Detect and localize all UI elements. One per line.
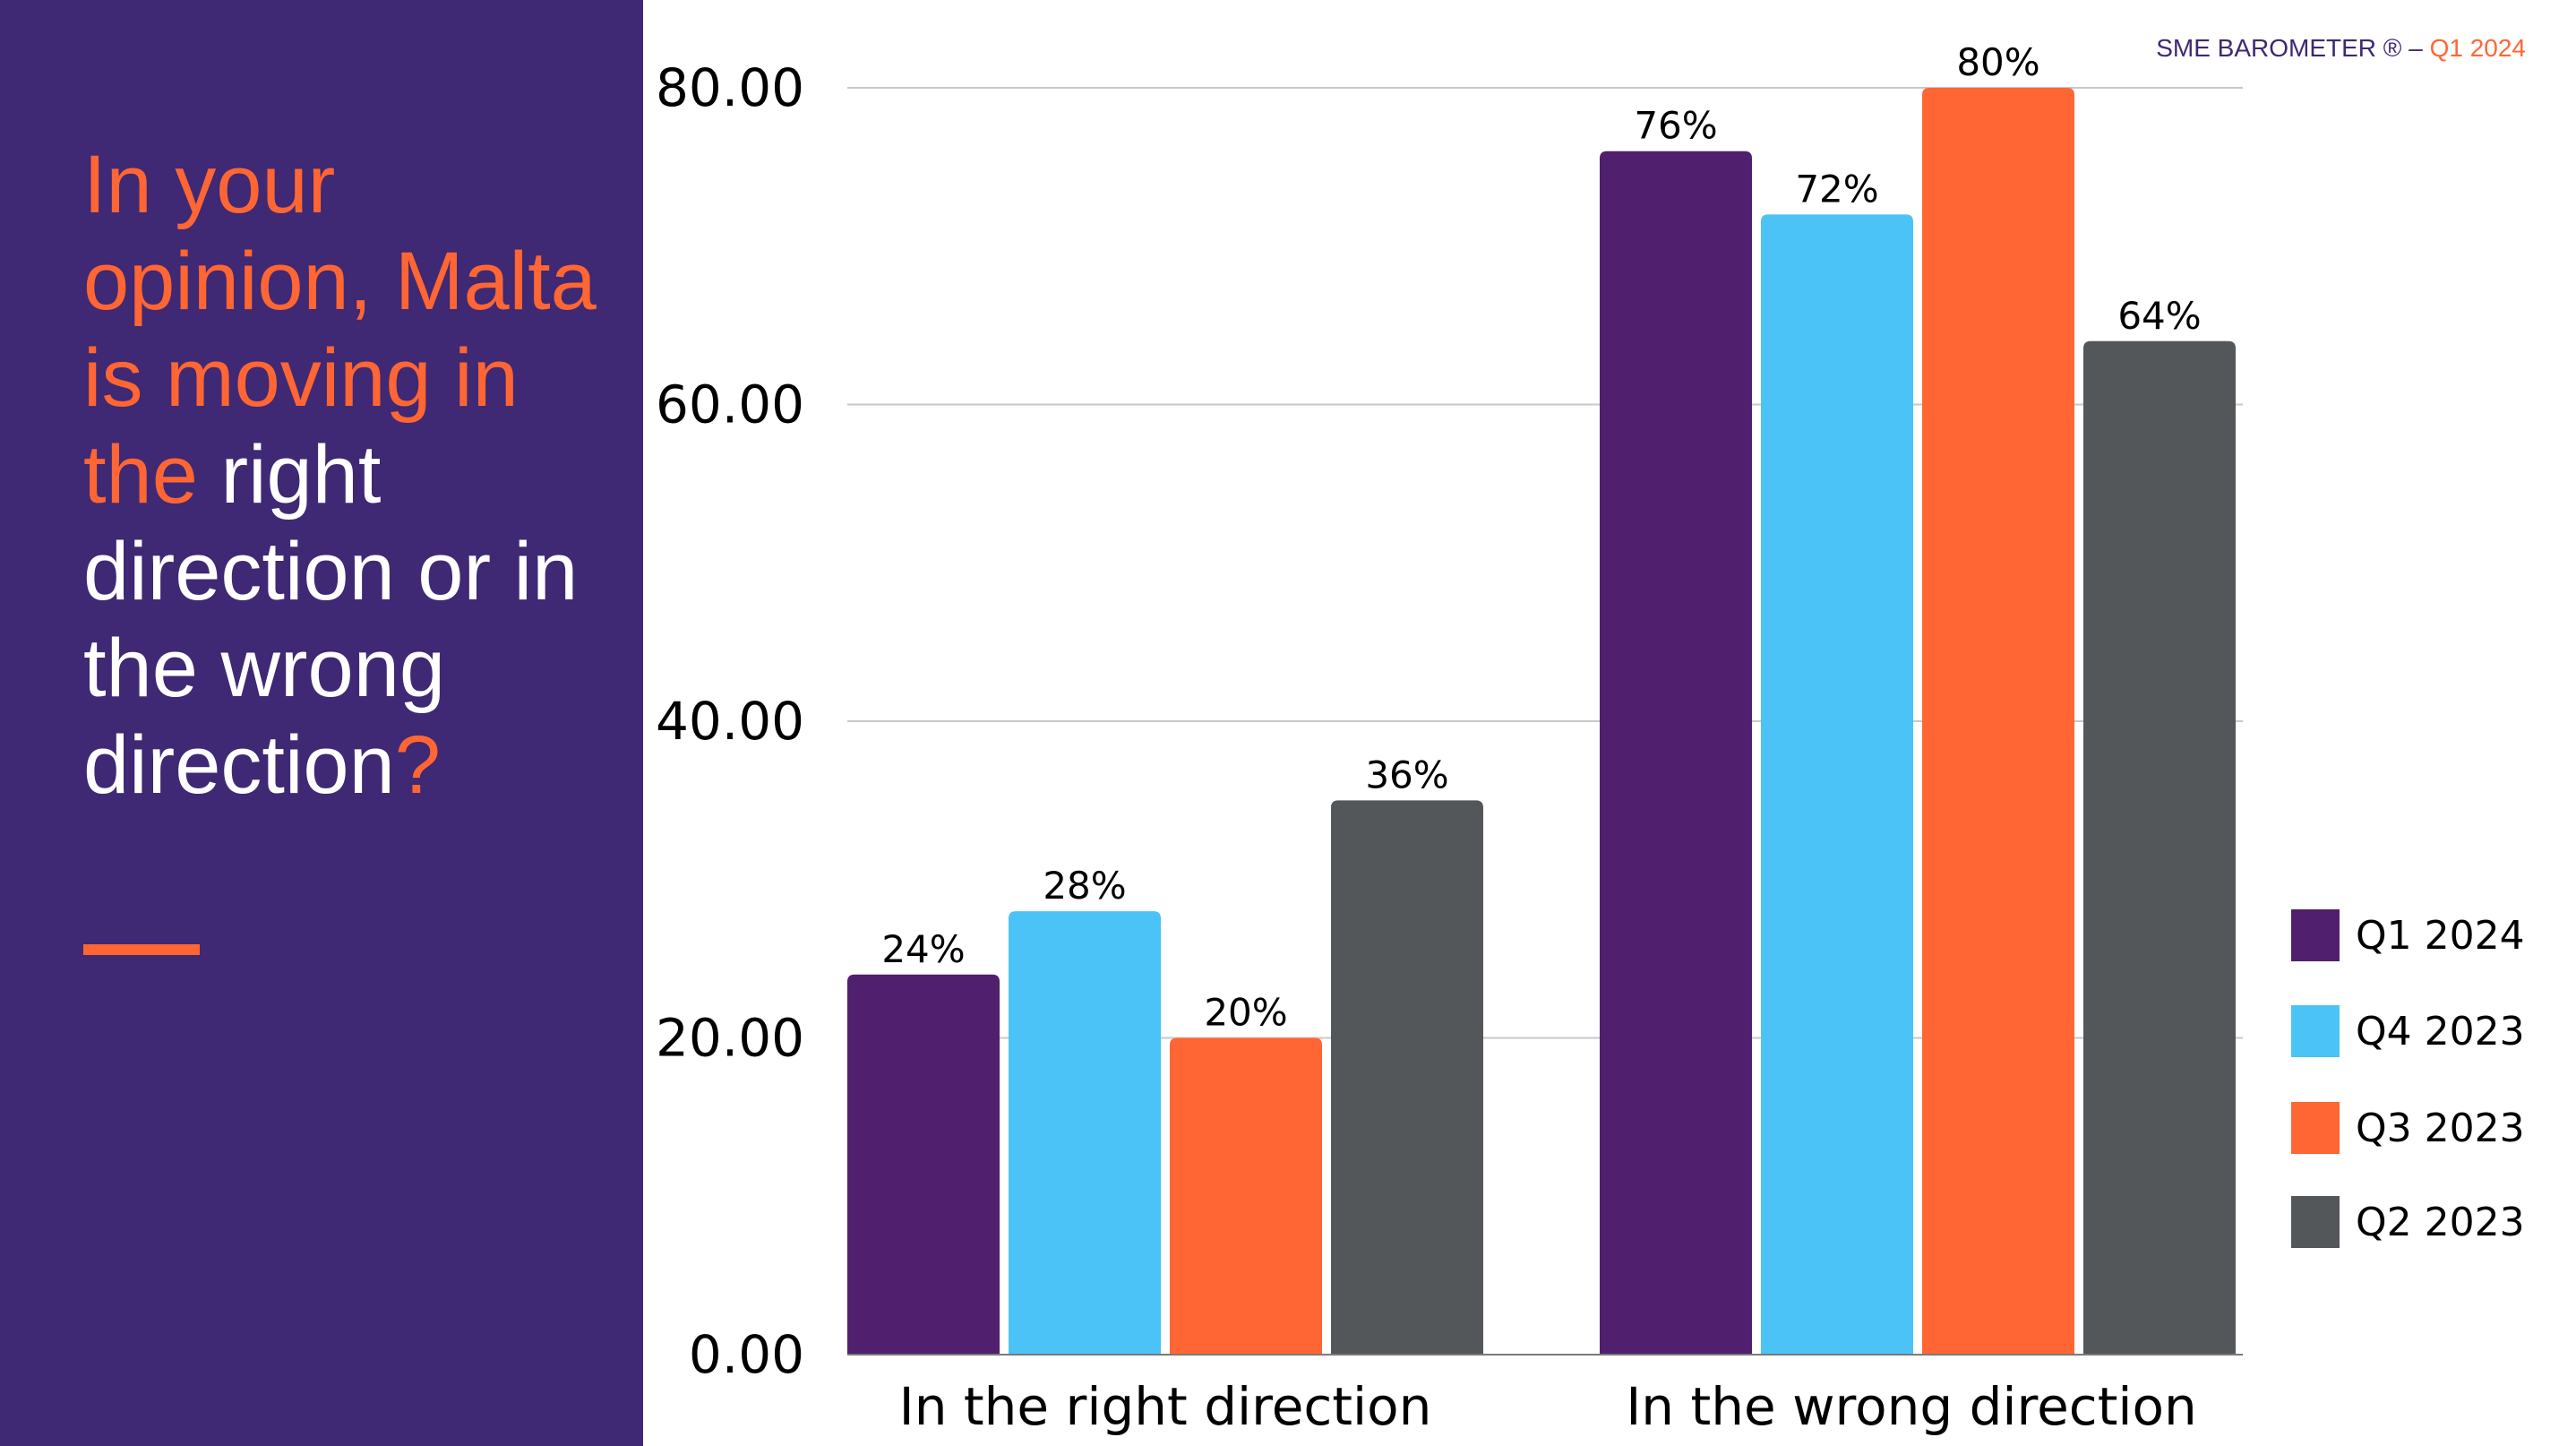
bars: [847, 88, 2236, 1356]
bar-q1-2024-right: [847, 974, 1000, 1355]
question-part-1: In your opinion, Malta is moving in the: [83, 139, 597, 521]
header-period: Q1 2024: [2429, 34, 2526, 62]
y-tick-label: 0.00: [689, 1324, 804, 1385]
category-label: In the wrong direction: [1626, 1376, 2197, 1437]
bar-q3-2023-right: [1170, 1037, 1322, 1355]
legend-swatch: [2291, 1005, 2340, 1057]
question-part-3: ?: [394, 719, 441, 811]
data-label: 28%: [1043, 864, 1126, 908]
data-label: 80%: [1956, 40, 2039, 84]
legend-swatch: [2291, 1196, 2340, 1248]
data-label: 64%: [2117, 294, 2201, 338]
bar-q2-2023-wrong: [2083, 340, 2236, 1355]
y-tick-label: 20.00: [656, 1008, 804, 1069]
data-label: 20%: [1204, 991, 1287, 1035]
data-label: 72%: [1795, 167, 1878, 211]
bar-q1-2024-wrong: [1600, 151, 1752, 1356]
y-axis-ticks: 0.00 20.00 40.00 60.00 80.00: [656, 57, 804, 1385]
data-label: 76%: [1634, 104, 1717, 148]
bar-q4-2023-wrong: [1761, 214, 1913, 1355]
legend-label: Q2 2023: [2356, 1200, 2525, 1245]
bar-chart: 0.00 20.00 40.00 60.00 80.00 24% 28% 20% 36% 76%…: [656, 40, 2525, 1437]
data-label: 24%: [881, 927, 965, 971]
header-label: SME BAROMETER ® – Q1 2024: [2156, 34, 2526, 63]
data-labels: 24% 28% 20% 36% 76% 72% 80% 64%: [881, 40, 2201, 1035]
category-labels: In the right direction In the wrong direc…: [899, 1376, 2197, 1437]
bar-q2-2023-right: [1331, 800, 1483, 1355]
question-text: In your opinion, Malta is moving in the …: [83, 136, 612, 813]
legend-label: Q4 2023: [2356, 1009, 2525, 1054]
legend-swatch: [2291, 1102, 2340, 1154]
legend-label: Q1 2024: [2356, 913, 2525, 959]
y-tick-label: 40.00: [656, 691, 804, 752]
bar-q3-2023-wrong: [1922, 88, 2074, 1355]
legend-swatch: [2291, 909, 2340, 961]
question-part-2: right direction or in the wrong directio…: [83, 429, 579, 811]
accent-divider: [83, 944, 200, 955]
legend-label: Q3 2023: [2356, 1106, 2525, 1151]
data-label: 36%: [1365, 753, 1448, 796]
category-label: In the right direction: [899, 1376, 1432, 1437]
bar-q4-2023-right: [1009, 911, 1161, 1355]
y-tick-label: 60.00: [656, 374, 804, 435]
header-brand: SME BAROMETER ® –: [2156, 34, 2430, 62]
legend: Q1 2024 Q4 2023 Q3 2023 Q2 2023: [2291, 909, 2525, 1248]
y-tick-label: 80.00: [656, 57, 804, 118]
question-panel: In your opinion, Malta is moving in the …: [0, 0, 643, 1446]
